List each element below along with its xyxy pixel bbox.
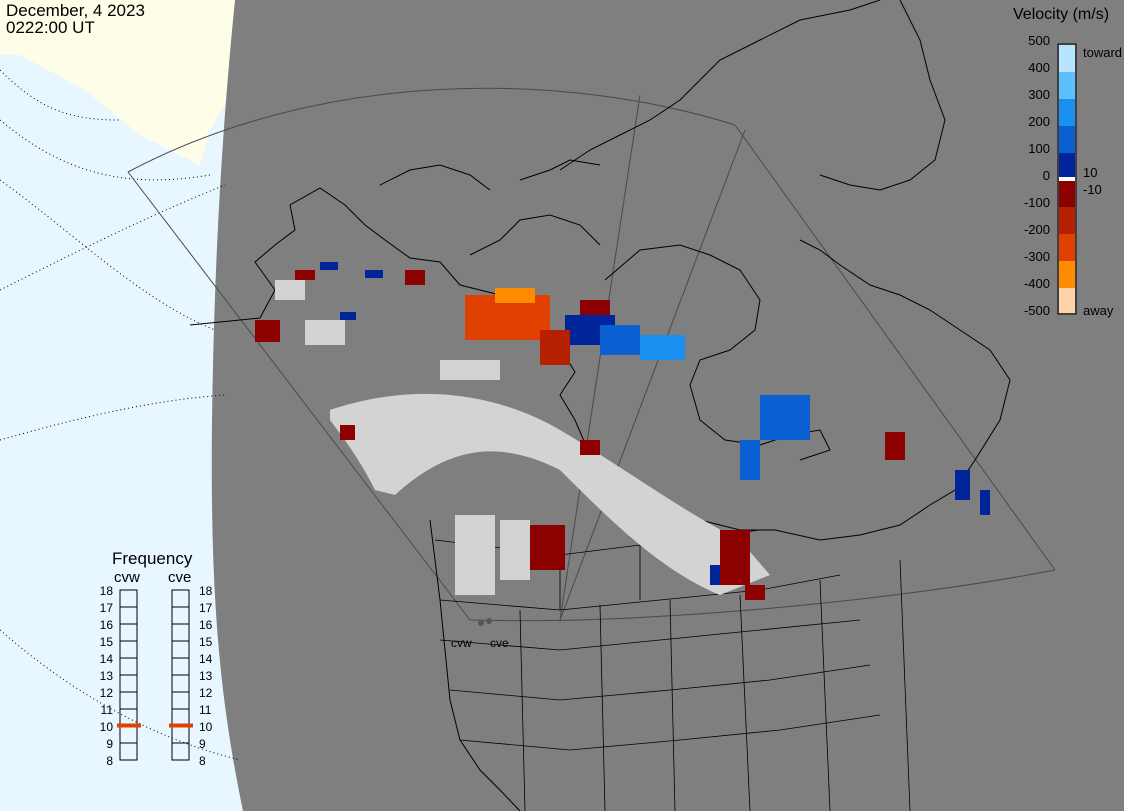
frequency-tick-right: 9 (199, 737, 206, 751)
radar-site-label: cvw (451, 636, 472, 650)
frequency-tick-left: 14 (99, 652, 113, 666)
legend-tick: -300 (1023, 249, 1050, 264)
frequency-tick-left: 10 (99, 720, 113, 734)
frequency-tick-left: 8 (106, 754, 113, 768)
velocity-legend-title: Velocity (m/s) (1013, 6, 1110, 23)
frequency-tick-right: 8 (199, 754, 206, 768)
frequency-tick-right: 16 (199, 618, 213, 632)
frequency-tick-left: 9 (106, 737, 113, 751)
away-velocity-echoes (255, 270, 905, 600)
cve-frequency-marker (169, 723, 193, 728)
frequency-tick-left: 15 (99, 635, 113, 649)
frequency-tick-left: 12 (99, 686, 113, 700)
channel-label-cvw: cvw (114, 569, 140, 586)
frequency-tick-right: 17 (199, 601, 213, 615)
frequency-tick-right: 10 (199, 720, 213, 734)
channel-label-cve: cve (168, 569, 192, 586)
radar-field-of-view (127, 87, 1056, 622)
frequency-tick-right: 18 (199, 584, 213, 598)
frequency-tick-right: 11 (199, 703, 212, 717)
frequency-tick-right: 12 (199, 686, 213, 700)
frequency-tick-right: 14 (199, 652, 213, 666)
legend-tick: 300 (1028, 87, 1050, 102)
legend-tick: 100 (1028, 141, 1050, 156)
frequency-tick-left: 17 (99, 601, 113, 615)
legend-tick: -500 (1023, 303, 1050, 318)
radar-site-label: cve (490, 636, 509, 650)
time-label: 0222:00 UT (6, 18, 95, 37)
legend-tick: 200 (1028, 114, 1050, 129)
legend-toward-label: toward (1083, 45, 1123, 60)
legend-tick: -100 (1023, 195, 1050, 210)
ground-scatter-echoes (275, 280, 770, 595)
legend-tick: 400 (1028, 60, 1050, 75)
frequency-title: Frequency (112, 549, 193, 568)
legend-inner-label: 10 (1083, 165, 1098, 180)
frequency-tick-left: 18 (99, 584, 113, 598)
frequency-tick-left: 16 (99, 618, 113, 632)
velocity-colorbar (1057, 43, 1077, 315)
graticule (0, 69, 241, 761)
cvw-frequency-marker (117, 723, 141, 728)
legend-away-label: away (1083, 303, 1114, 318)
radar-site-markers (478, 618, 492, 626)
frequency-tick-left: 13 (99, 669, 113, 683)
legend-tick: 0 (1042, 168, 1050, 183)
legend-tick: -400 (1023, 276, 1050, 291)
toward-velocity-echoes (320, 262, 990, 585)
frequency-tick-right: 13 (199, 669, 213, 683)
frequency-tick-right: 15 (199, 635, 213, 649)
date-label: December, 4 2023 (6, 1, 145, 20)
legend-tick: -200 (1023, 222, 1050, 237)
night-region (211, 0, 1124, 811)
legend-inner-label: -10 (1083, 182, 1102, 197)
legend-tick: 500 (1028, 33, 1050, 48)
sunlit-region (0, 0, 235, 165)
frequency-tick-left: 11 (100, 703, 113, 717)
